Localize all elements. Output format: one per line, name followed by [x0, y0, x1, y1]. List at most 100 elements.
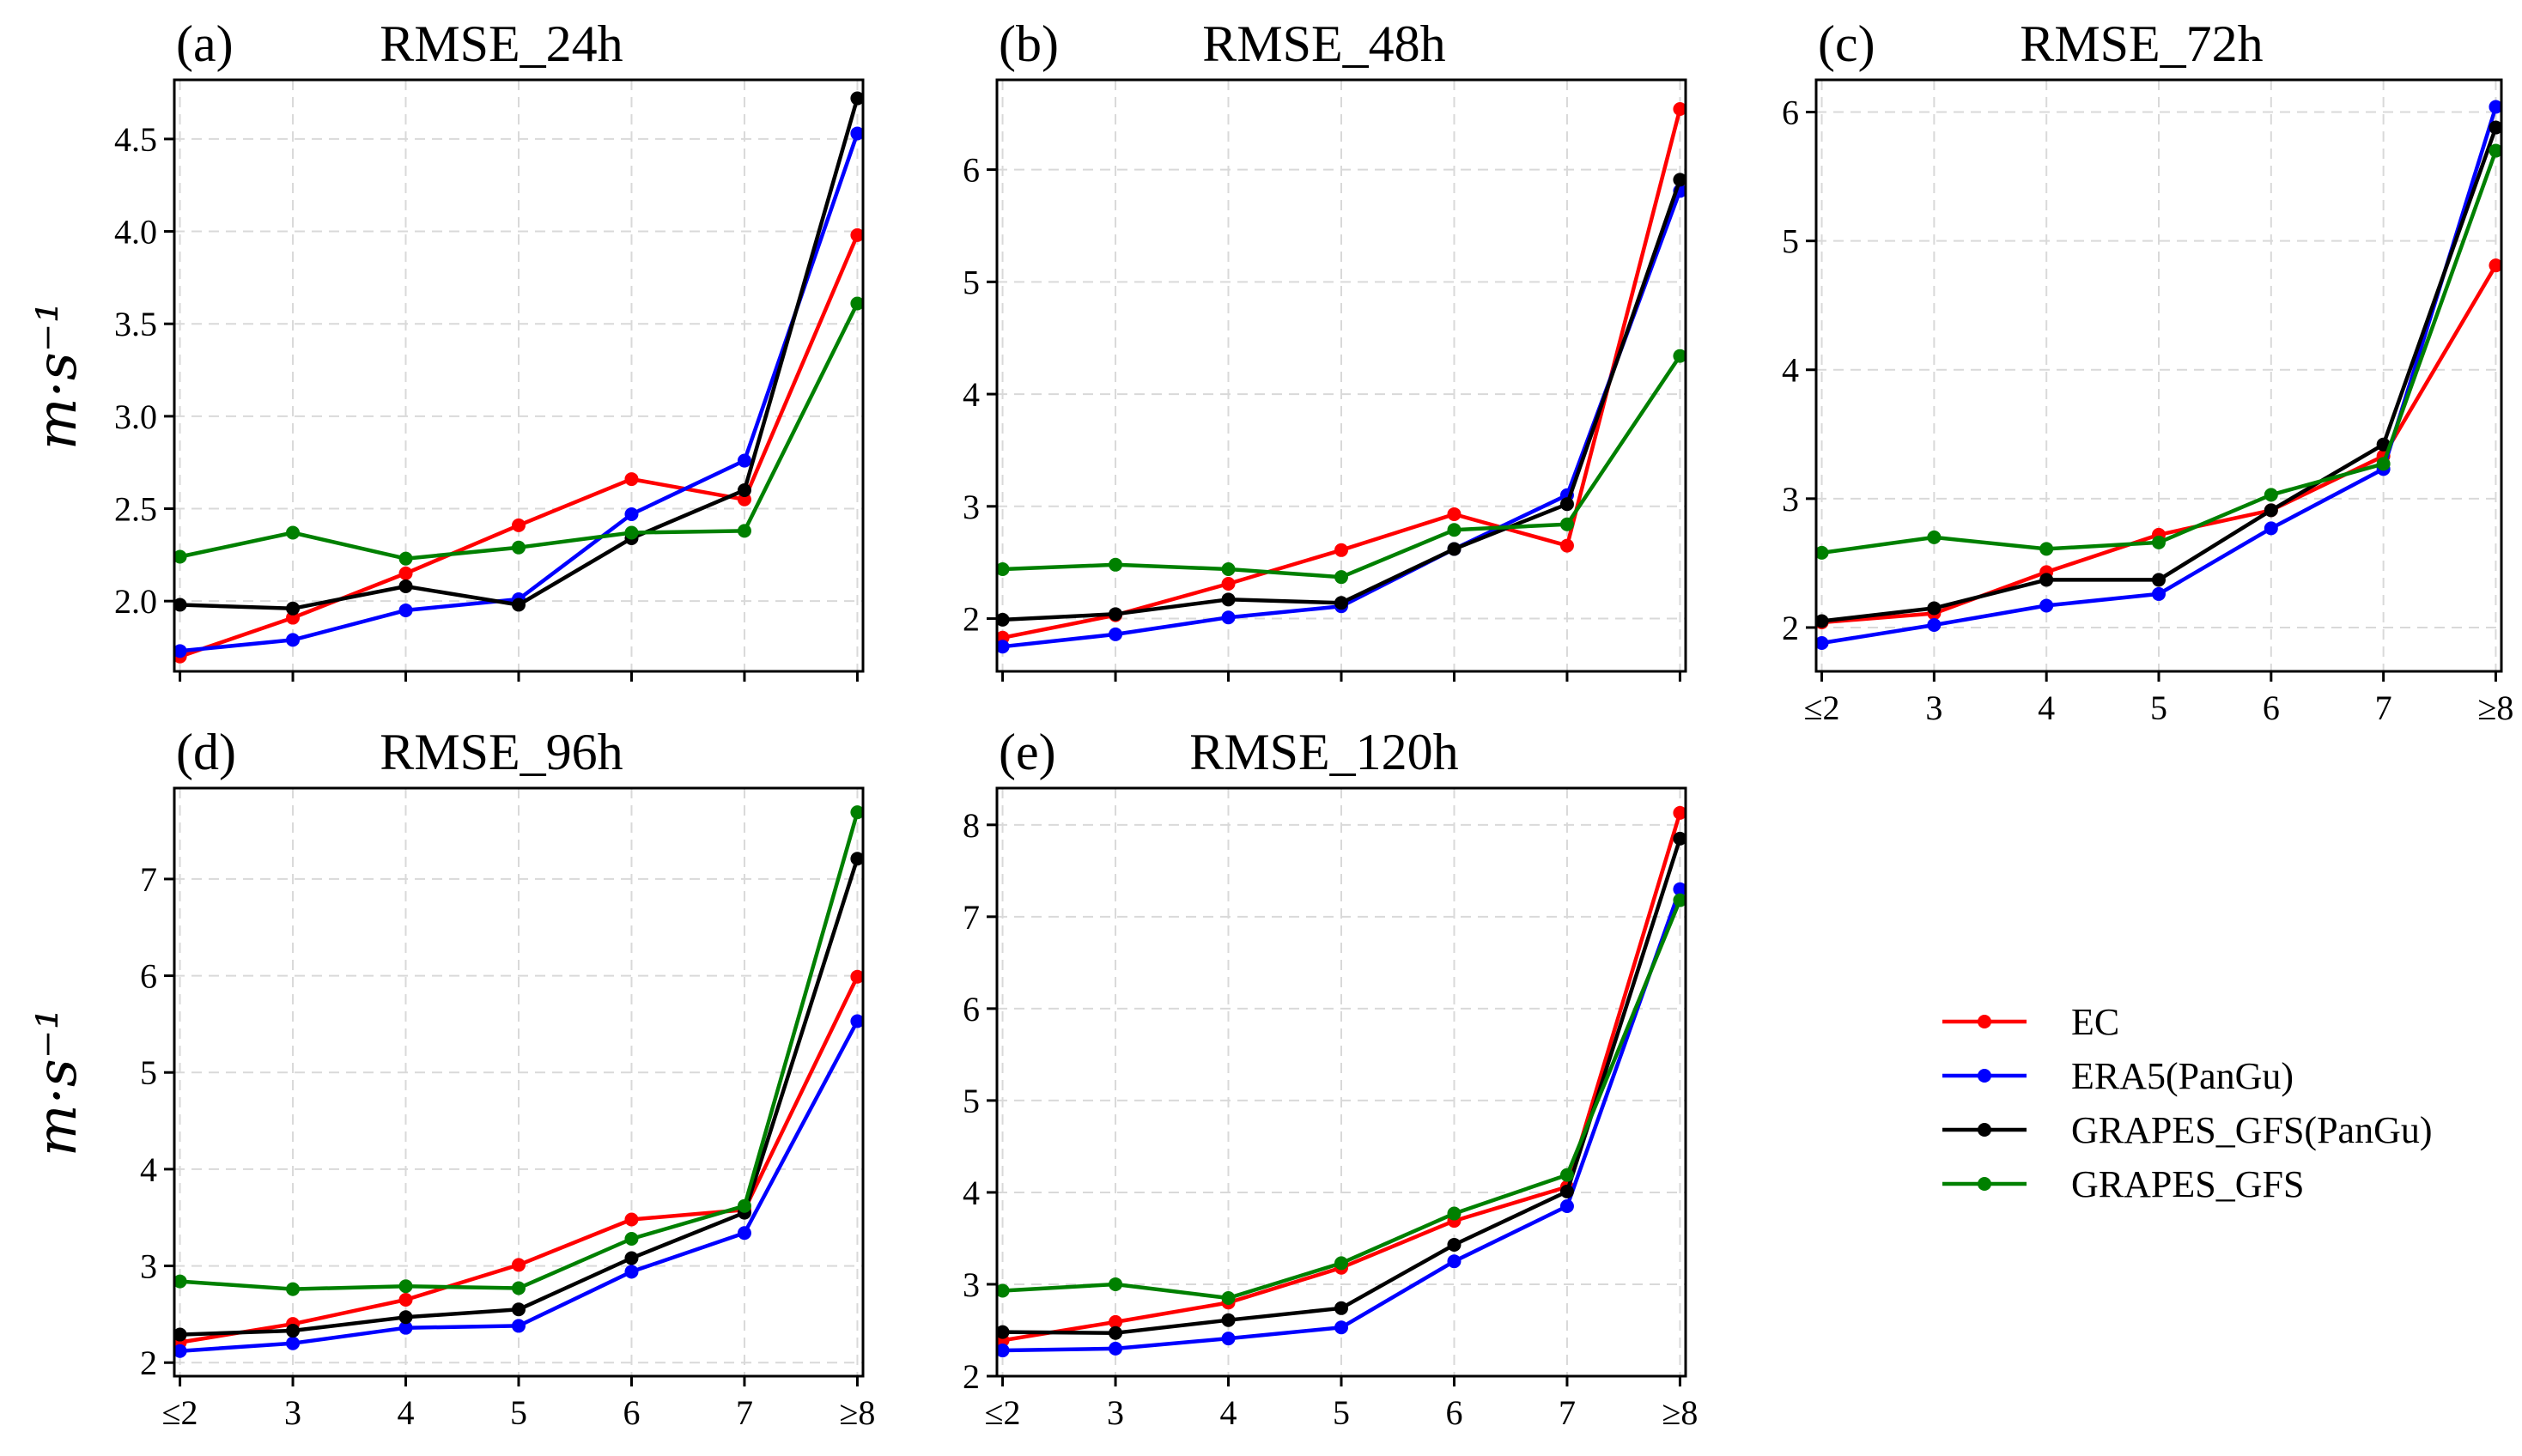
data-point — [995, 612, 1010, 627]
x-tick-label: 7 — [736, 1393, 753, 1432]
data-point — [1334, 1301, 1348, 1315]
panel-label: (a) — [176, 15, 234, 72]
data-point — [850, 1014, 865, 1028]
data-point — [995, 1344, 1010, 1358]
x-tick-label: 5 — [1333, 1393, 1350, 1432]
data-point — [1334, 543, 1348, 557]
x-tick-label: 4 — [1220, 1393, 1237, 1432]
y-tick-label: 6 — [140, 957, 157, 996]
data-point — [624, 1265, 639, 1279]
panel-label: (b) — [999, 15, 1059, 72]
data-point — [1927, 601, 1942, 616]
legend: EC ERA5(PanGu) GRAPES_GFS(PanGu) GRAPES_GFS — [1942, 1001, 2433, 1205]
y-tick-label: 2 — [1782, 609, 1799, 647]
panel-b: 2 3 4 5 6 (b) RMSE_48h — [963, 15, 1687, 682]
data-point — [2039, 542, 2054, 556]
x-tick-label: ≥8 — [1662, 1393, 1698, 1432]
panel-c: ≤2 3 4 5 6 7 ≥8 2 3 4 5 6 (c) RMSE_72h — [1782, 15, 2513, 727]
x-tick-label: 6 — [2263, 689, 2280, 727]
data-point — [2376, 437, 2391, 452]
x-tick-label: 7 — [1559, 1393, 1576, 1432]
legend-marker — [1978, 1069, 1991, 1083]
data-point — [624, 1232, 639, 1247]
y-axis-label: m·s⁻¹ — [26, 301, 89, 450]
y-tick-label: 6 — [963, 151, 980, 190]
data-point — [512, 1281, 526, 1295]
data-point — [1447, 523, 1462, 537]
data-point — [1334, 596, 1348, 610]
data-point — [286, 1324, 301, 1338]
data-point — [624, 525, 639, 540]
data-point — [173, 549, 187, 564]
panel-d: ≤2 3 4 5 6 7 ≥8 2 3 4 5 6 7 (d) RMSE_96h m·s⁻¹ — [26, 724, 875, 1432]
data-point — [1109, 1314, 1123, 1329]
data-point — [173, 1327, 187, 1342]
legend-label: ERA5(PanGu) — [2071, 1055, 2294, 1097]
x-tick-label: ≤2 — [162, 1393, 198, 1432]
y-tick-label: 5 — [1782, 222, 1799, 261]
panel-title: RMSE_96h — [380, 724, 623, 780]
data-point — [1447, 1206, 1462, 1221]
data-point — [850, 91, 865, 106]
data-point — [1334, 1320, 1348, 1335]
data-point — [1673, 831, 1687, 846]
y-tick-label: 3.5 — [114, 305, 157, 343]
data-point — [1673, 173, 1687, 187]
data-point — [995, 640, 1010, 654]
data-point — [624, 507, 639, 521]
y-tick-label: 3 — [963, 488, 980, 526]
data-point — [1109, 557, 1123, 572]
x-tick-label: 3 — [1107, 1393, 1124, 1432]
data-point — [173, 644, 187, 658]
data-point — [737, 1226, 751, 1241]
data-point — [737, 453, 751, 468]
data-point — [286, 525, 301, 540]
data-point — [850, 296, 865, 311]
x-tick-label: ≥8 — [2477, 689, 2513, 727]
data-point — [850, 805, 865, 820]
data-point — [850, 126, 865, 141]
y-tick-label: 3 — [1782, 480, 1799, 519]
data-point — [173, 598, 187, 612]
data-point — [1109, 627, 1123, 641]
data-point — [398, 551, 413, 566]
data-point — [1559, 497, 1574, 512]
data-point — [1221, 610, 1236, 625]
y-tick-label: 2.0 — [114, 582, 157, 621]
data-point — [1334, 570, 1348, 585]
x-tick-label: 3 — [1925, 689, 1942, 727]
data-point — [1559, 1198, 1574, 1213]
data-point — [1447, 542, 1462, 556]
data-point — [1447, 507, 1462, 521]
panel-label: (c) — [1818, 15, 1875, 72]
data-point — [1109, 1277, 1123, 1291]
panel-e: ≤2 3 4 5 6 7 ≥8 2 3 4 5 6 7 8 (e) RMSE_120h — [963, 724, 1698, 1432]
y-tick-label: 2 — [963, 1357, 980, 1396]
data-point — [398, 566, 413, 580]
panel-title: RMSE_48h — [1202, 15, 1445, 72]
data-point — [737, 1198, 751, 1213]
data-point — [850, 852, 865, 866]
data-point — [1334, 1256, 1348, 1271]
x-tick-label: 5 — [510, 1393, 527, 1432]
data-point — [398, 579, 413, 593]
data-point — [2039, 573, 2054, 587]
data-point — [1673, 882, 1687, 896]
legend-marker — [1978, 1015, 1991, 1028]
data-point — [1447, 1254, 1462, 1269]
data-point — [398, 603, 413, 617]
data-point — [1927, 530, 1942, 544]
data-point — [1447, 1237, 1462, 1252]
data-point — [398, 1320, 413, 1335]
panel-label: (e) — [999, 724, 1056, 780]
y-tick-label: 4 — [1782, 351, 1799, 390]
legend-marker — [1978, 1123, 1991, 1137]
data-point — [1109, 1326, 1123, 1340]
y-tick-label: 5 — [963, 1082, 980, 1120]
data-point — [1559, 538, 1574, 553]
x-tick-label: 4 — [398, 1393, 415, 1432]
data-point — [512, 1319, 526, 1333]
data-point — [2264, 503, 2278, 518]
data-point — [1221, 1332, 1236, 1346]
